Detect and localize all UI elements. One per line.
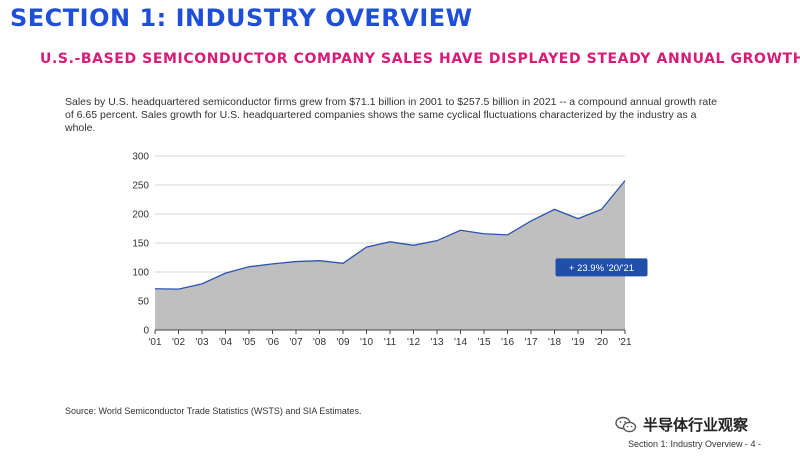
x-tick-label: '07: [289, 337, 302, 348]
x-tick-label: '05: [242, 337, 255, 348]
x-tick-label: '09: [336, 337, 349, 348]
x-tick-label: '06: [266, 337, 279, 348]
annotation-label: + 23.9% '20/'21: [569, 263, 634, 274]
wechat-icon: [615, 416, 637, 434]
x-tick-label: '11: [384, 337, 397, 348]
x-tick-label: '10: [360, 337, 373, 348]
page-footer: Section 1: Industry Overview - 4 -: [628, 439, 762, 449]
area-fill: [155, 180, 625, 330]
y-tick-label: 300: [132, 152, 149, 163]
x-tick-label: '18: [548, 337, 561, 348]
area-series: [154, 180, 626, 330]
y-tick-label: 150: [132, 239, 149, 250]
x-tick-label: '16: [501, 337, 514, 348]
x-tick-label: '02: [172, 337, 185, 348]
x-tick-label: '15: [477, 337, 490, 348]
x-tick-label: '04: [219, 337, 232, 348]
x-tick-label: '03: [195, 337, 208, 348]
annotations: + 23.9% '20/'21: [555, 258, 648, 277]
x-tick-label: '01: [148, 337, 161, 348]
chart-subtitle: U.S.-BASED SEMICONDUCTOR COMPANY SALES H…: [40, 51, 800, 67]
x-tick-label: '08: [313, 337, 326, 348]
y-tick-label: 50: [138, 297, 150, 308]
y-tick-label: 0: [143, 326, 149, 337]
x-tick-label: '12: [407, 337, 420, 348]
tick-labels: 0 50 100 150 200 250 300 '01 '02 '03 '04 '05 '06 '07 '…: [132, 152, 632, 349]
x-tick-label: '21: [618, 337, 631, 348]
y-tick-label: 200: [132, 210, 149, 221]
x-tick-label: '17: [524, 337, 537, 348]
description-text: Sales by U.S. headquartered semiconducto…: [65, 96, 717, 134]
x-tick-label: '20: [595, 337, 608, 348]
x-tick-label: '19: [571, 337, 584, 348]
x-tick-label: '14: [454, 337, 467, 348]
y-tick-label: 250: [132, 181, 149, 192]
section-title: SECTION 1: INDUSTRY OVERVIEW: [10, 4, 473, 32]
x-tick-label: '13: [430, 337, 443, 348]
axes: [154, 329, 626, 334]
watermark: 半导体行业观察: [615, 414, 748, 435]
watermark-text: 半导体行业观察: [643, 416, 749, 434]
y-tick-label: 100: [132, 268, 149, 279]
source-note: Source: World Semiconductor Trade Statis…: [65, 406, 362, 416]
annotation-box: [555, 258, 648, 277]
